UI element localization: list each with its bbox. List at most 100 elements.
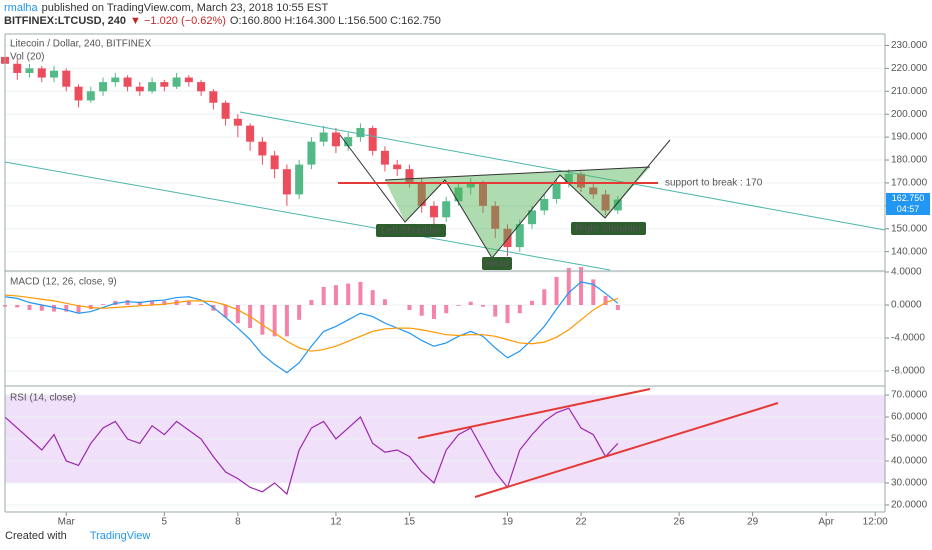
candle-body xyxy=(319,132,328,142)
candle-body xyxy=(466,182,475,188)
macd-histogram-bar xyxy=(615,304,620,310)
macd-histogram-bar xyxy=(125,300,130,305)
x-tick-label: 8 xyxy=(235,517,241,528)
y-tick-label: 70.0000 xyxy=(891,390,928,401)
candle-body xyxy=(417,182,426,206)
candle-body xyxy=(197,82,206,92)
macd-histogram-bar xyxy=(370,290,375,305)
candle-body xyxy=(246,125,255,142)
macd-histogram-bar xyxy=(52,304,57,312)
symbol: BITFINEX:LTCUSD, 240 xyxy=(4,15,127,27)
candle-body xyxy=(295,164,304,195)
macd-histogram-bar xyxy=(150,300,155,305)
macd-histogram-bar xyxy=(603,295,608,305)
candle-body xyxy=(613,199,622,211)
y-tick-label: 40.0000 xyxy=(891,456,928,467)
macd-histogram-bar xyxy=(76,304,81,313)
macd-histogram-bar xyxy=(517,304,522,314)
candle-body xyxy=(380,150,389,165)
candle-body xyxy=(491,205,500,229)
candle-body xyxy=(111,77,120,83)
candle-body xyxy=(123,77,132,87)
macd-histogram-bar xyxy=(297,304,302,320)
candle-body xyxy=(13,63,22,73)
macd-histogram-bar xyxy=(199,304,204,305)
support-label: support to break : 170 xyxy=(665,178,763,189)
y-tick-label: 230.000 xyxy=(891,40,928,51)
macd-histogram-bar xyxy=(333,285,338,305)
footer: Created with TradingView xyxy=(5,530,150,542)
macd-histogram-bar xyxy=(223,304,228,318)
candle-body xyxy=(528,210,537,225)
symbol-line: BITFINEX:LTCUSD, 240 ▼ −1.020 (−0.62%) O:1… xyxy=(4,15,445,27)
macd-histogram-bar xyxy=(162,300,167,305)
y-tick-label: 140.000 xyxy=(891,246,928,257)
macd-histogram-bar xyxy=(15,304,20,308)
macd-histogram-bar xyxy=(284,304,289,337)
x-tick-label: Mar xyxy=(58,517,76,528)
rsi-trend xyxy=(474,402,779,498)
candle-body xyxy=(270,155,279,170)
published: published on TradingView.com, March 23, … xyxy=(41,2,329,14)
macd-histogram-bar xyxy=(39,304,44,311)
macd-histogram-bar xyxy=(419,304,424,316)
macd-histogram-bar xyxy=(505,304,510,324)
countdown: 04:57 xyxy=(896,204,920,214)
x-tick-label: 5 xyxy=(162,517,168,528)
price: 162.750 xyxy=(891,193,925,203)
candle-body xyxy=(258,141,267,156)
candle-body xyxy=(209,91,218,103)
candle-body xyxy=(233,118,242,126)
candle-body xyxy=(601,194,610,211)
label-box xyxy=(571,222,646,235)
created: Created with xyxy=(5,530,67,542)
indicator-line xyxy=(4,407,619,496)
candle-body xyxy=(135,86,144,92)
candle-body xyxy=(540,198,549,211)
macd-histogram-bar xyxy=(358,281,363,305)
y-tick-label: 220.000 xyxy=(891,63,928,74)
macd-histogram-bar xyxy=(260,304,265,335)
candle-body xyxy=(160,82,169,87)
macd-histogram-bar xyxy=(309,300,314,305)
author[interactable]: rmalha xyxy=(4,2,38,14)
candle-body xyxy=(50,70,59,78)
y-tick-label: 180.000 xyxy=(891,155,928,166)
macd-histogram-bar xyxy=(272,304,277,337)
macd-histogram-bar xyxy=(235,304,240,324)
macd-histogram-bar xyxy=(493,304,498,317)
candle-body xyxy=(99,82,108,92)
candle-body xyxy=(442,201,451,218)
x-tick-label: Apr xyxy=(818,517,834,528)
y-tick-label: 190.000 xyxy=(891,132,928,143)
pane-subtitle: Vol (20) xyxy=(10,52,44,63)
macd-histogram-bar xyxy=(480,304,485,307)
macd-histogram-bar xyxy=(321,286,326,305)
x-tick-label: 12 xyxy=(330,517,342,528)
x-tick-label: 22 xyxy=(575,517,587,528)
candle-body xyxy=(503,228,512,248)
channel-line xyxy=(4,161,611,271)
brand[interactable]: TradingView xyxy=(89,530,151,542)
y-tick-label: -8.0000 xyxy=(891,366,925,377)
rsi-trend xyxy=(417,388,651,439)
candle-body xyxy=(589,187,598,195)
x-tick-label: 29 xyxy=(747,517,759,528)
candle-body xyxy=(172,77,181,87)
candle-body xyxy=(184,77,193,83)
y-tick-label: 4.0000 xyxy=(891,267,922,278)
pattern-label: Right Shoulder xyxy=(575,224,642,235)
macd-histogram-bar xyxy=(542,289,547,305)
macd-histogram-bar xyxy=(346,283,351,305)
macd-histogram-bar xyxy=(431,304,436,320)
y-tick-label: 210.000 xyxy=(891,86,928,97)
y-tick-label: 60.0000 xyxy=(891,412,928,423)
y-tick-label: 30.0000 xyxy=(891,478,928,489)
macd-histogram-bar xyxy=(382,299,387,305)
ohlc: O:160.800 H:164.300 L:156.500 C:162.750 xyxy=(229,15,441,27)
macd-histogram-bar xyxy=(566,267,571,305)
macd-histogram-bar xyxy=(186,300,191,305)
candle-body xyxy=(577,173,586,188)
candle-body xyxy=(405,169,414,183)
macd-histogram-bar xyxy=(468,301,473,305)
